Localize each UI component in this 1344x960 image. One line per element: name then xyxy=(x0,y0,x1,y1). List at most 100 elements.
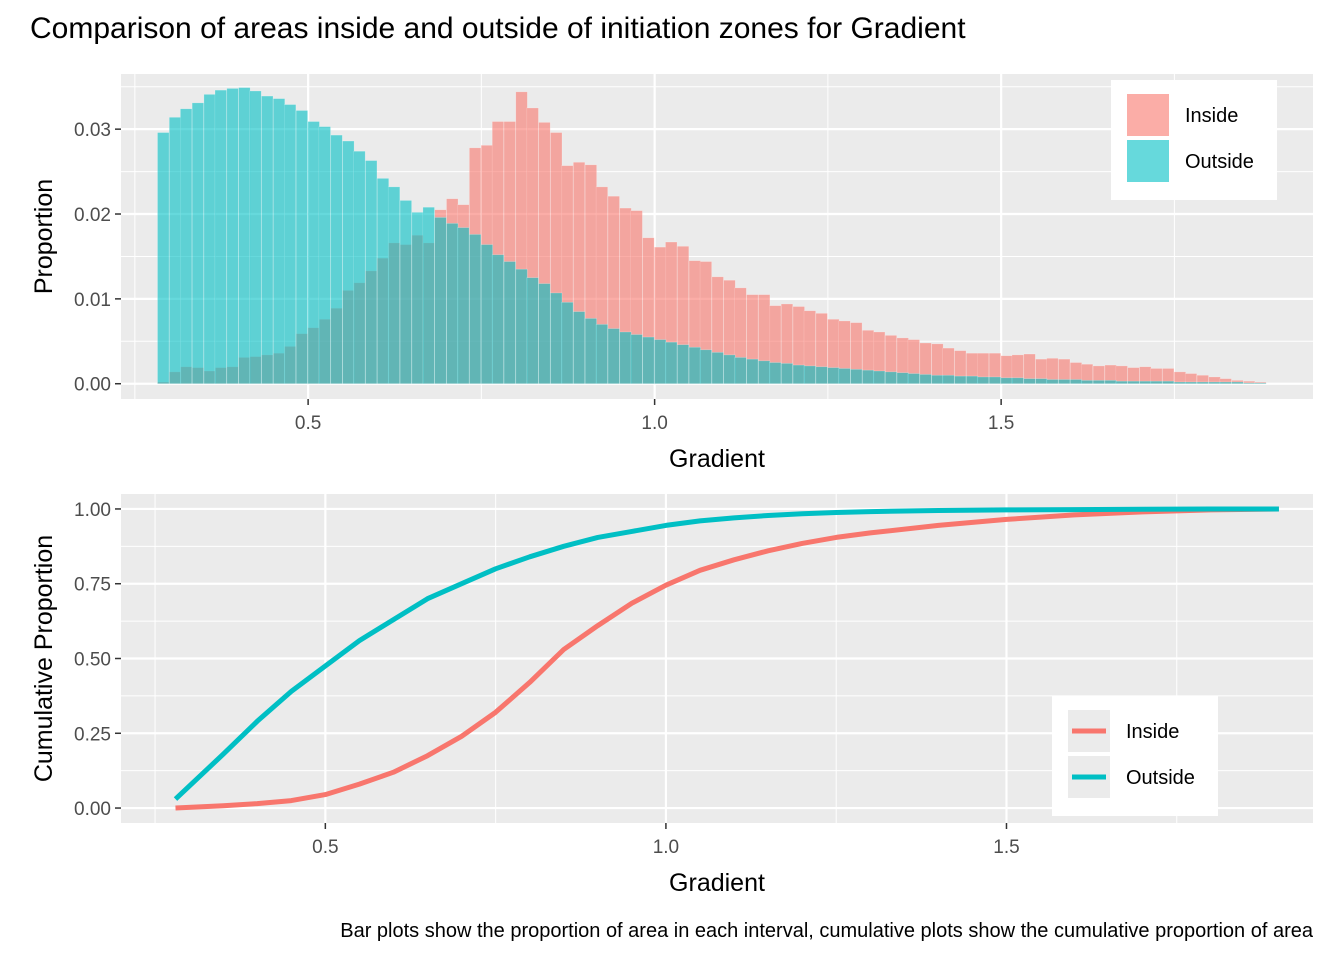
bar-outside xyxy=(827,367,840,385)
bar-outside xyxy=(654,339,667,385)
y-tick-label: 0.03 xyxy=(74,120,111,141)
bar-outside xyxy=(399,200,412,385)
bar-outside xyxy=(1150,380,1163,385)
legend-label-outside: Outside xyxy=(1185,151,1254,173)
bar-outside xyxy=(630,334,643,385)
bar-inside xyxy=(1184,373,1198,385)
bar-outside xyxy=(318,126,331,385)
bar-outside xyxy=(561,301,574,385)
bar-outside xyxy=(550,292,563,385)
bar-outside xyxy=(954,375,967,385)
y-tick-label: 0.00 xyxy=(74,375,111,396)
bar-outside xyxy=(1219,381,1232,385)
legend-label-outside: Outside xyxy=(1126,767,1195,789)
bar-outside xyxy=(965,375,979,385)
series-outside-bars xyxy=(157,87,1267,385)
bar-outside xyxy=(780,363,794,385)
bar-outside xyxy=(457,227,470,385)
bar-inside xyxy=(838,320,851,385)
legend-key-inside xyxy=(1127,94,1169,136)
bar-outside xyxy=(515,268,528,385)
series-line-inside xyxy=(175,506,1279,811)
bar-outside xyxy=(353,150,366,385)
bar-outside xyxy=(1069,379,1083,385)
bar-outside xyxy=(758,360,771,385)
bar-outside xyxy=(168,116,182,385)
bar-outside xyxy=(1115,380,1128,385)
bar-outside xyxy=(526,277,539,385)
y-tick-label: 0.01 xyxy=(74,290,111,311)
bar-outside xyxy=(907,373,920,385)
bar-outside xyxy=(850,369,863,385)
legend-label-inside: Inside xyxy=(1185,105,1238,127)
bar-outside xyxy=(619,331,632,385)
y-tick-label: 0.00 xyxy=(74,799,111,820)
bar-outside xyxy=(1127,380,1140,385)
legend-label-inside: Inside xyxy=(1126,721,1179,743)
bar-outside xyxy=(792,364,805,385)
bar-outside xyxy=(203,94,216,385)
bar-outside xyxy=(815,366,828,385)
y-tick-label: 0.75 xyxy=(74,575,111,596)
bar-outside xyxy=(307,121,320,385)
x-tick-label: 1.0 xyxy=(641,413,667,434)
bar-outside xyxy=(1208,381,1221,385)
series-line-outside xyxy=(173,506,1279,801)
bar-outside xyxy=(422,206,435,385)
bar-outside xyxy=(699,349,712,385)
bar-outside xyxy=(1173,381,1187,385)
y-tick-label: 1.00 xyxy=(74,500,111,521)
legend: Inside Outside xyxy=(1052,696,1218,816)
legend: Inside Outside xyxy=(1111,80,1277,200)
bar-outside xyxy=(734,357,747,385)
legend-key-outside xyxy=(1127,140,1169,182)
bar-outside xyxy=(330,134,343,385)
bar-outside xyxy=(1035,378,1048,385)
bar-outside xyxy=(607,328,620,385)
bar-outside xyxy=(446,223,459,385)
bar-outside xyxy=(1254,382,1267,385)
bar-outside xyxy=(272,98,286,385)
bar-outside xyxy=(1058,379,1071,385)
bar-outside xyxy=(261,95,274,385)
y-tick-label: 0.25 xyxy=(74,724,111,745)
bar-inside xyxy=(1115,365,1128,385)
bar-outside xyxy=(1046,379,1059,385)
bar-outside xyxy=(676,344,690,385)
bar-outside xyxy=(1243,382,1256,385)
bar-outside xyxy=(919,374,932,385)
bar-inside xyxy=(503,121,516,385)
bar-outside xyxy=(838,368,851,385)
bar-outside xyxy=(595,324,609,385)
bar-outside xyxy=(1196,381,1209,385)
bar-outside xyxy=(214,89,227,385)
bar-outside xyxy=(387,186,401,385)
figure-title: Comparison of areas inside and outside o… xyxy=(30,12,966,45)
bar-outside xyxy=(746,358,759,385)
bar-outside xyxy=(538,283,551,385)
bar-outside xyxy=(1000,377,1013,385)
bar-outside xyxy=(284,104,297,385)
bar-outside xyxy=(1080,380,1094,385)
bar-outside xyxy=(769,362,782,385)
bar-outside xyxy=(157,132,170,385)
bar-outside xyxy=(873,370,886,385)
bar-outside xyxy=(295,110,308,385)
bar-outside xyxy=(1231,381,1244,385)
bar-outside xyxy=(688,346,701,385)
bar-outside xyxy=(180,108,193,385)
bar-outside xyxy=(249,90,262,385)
bar-outside xyxy=(1092,380,1105,385)
x-tick-label: 1.5 xyxy=(993,837,1019,858)
bar-outside xyxy=(931,374,944,385)
bar-outside xyxy=(884,371,898,385)
bar-outside xyxy=(977,376,990,385)
bar-outside xyxy=(469,234,482,385)
bar-outside xyxy=(376,178,390,385)
bar-outside xyxy=(342,140,355,385)
bar-outside xyxy=(503,261,516,385)
bar-outside xyxy=(896,372,909,385)
bar-outside xyxy=(642,336,655,385)
